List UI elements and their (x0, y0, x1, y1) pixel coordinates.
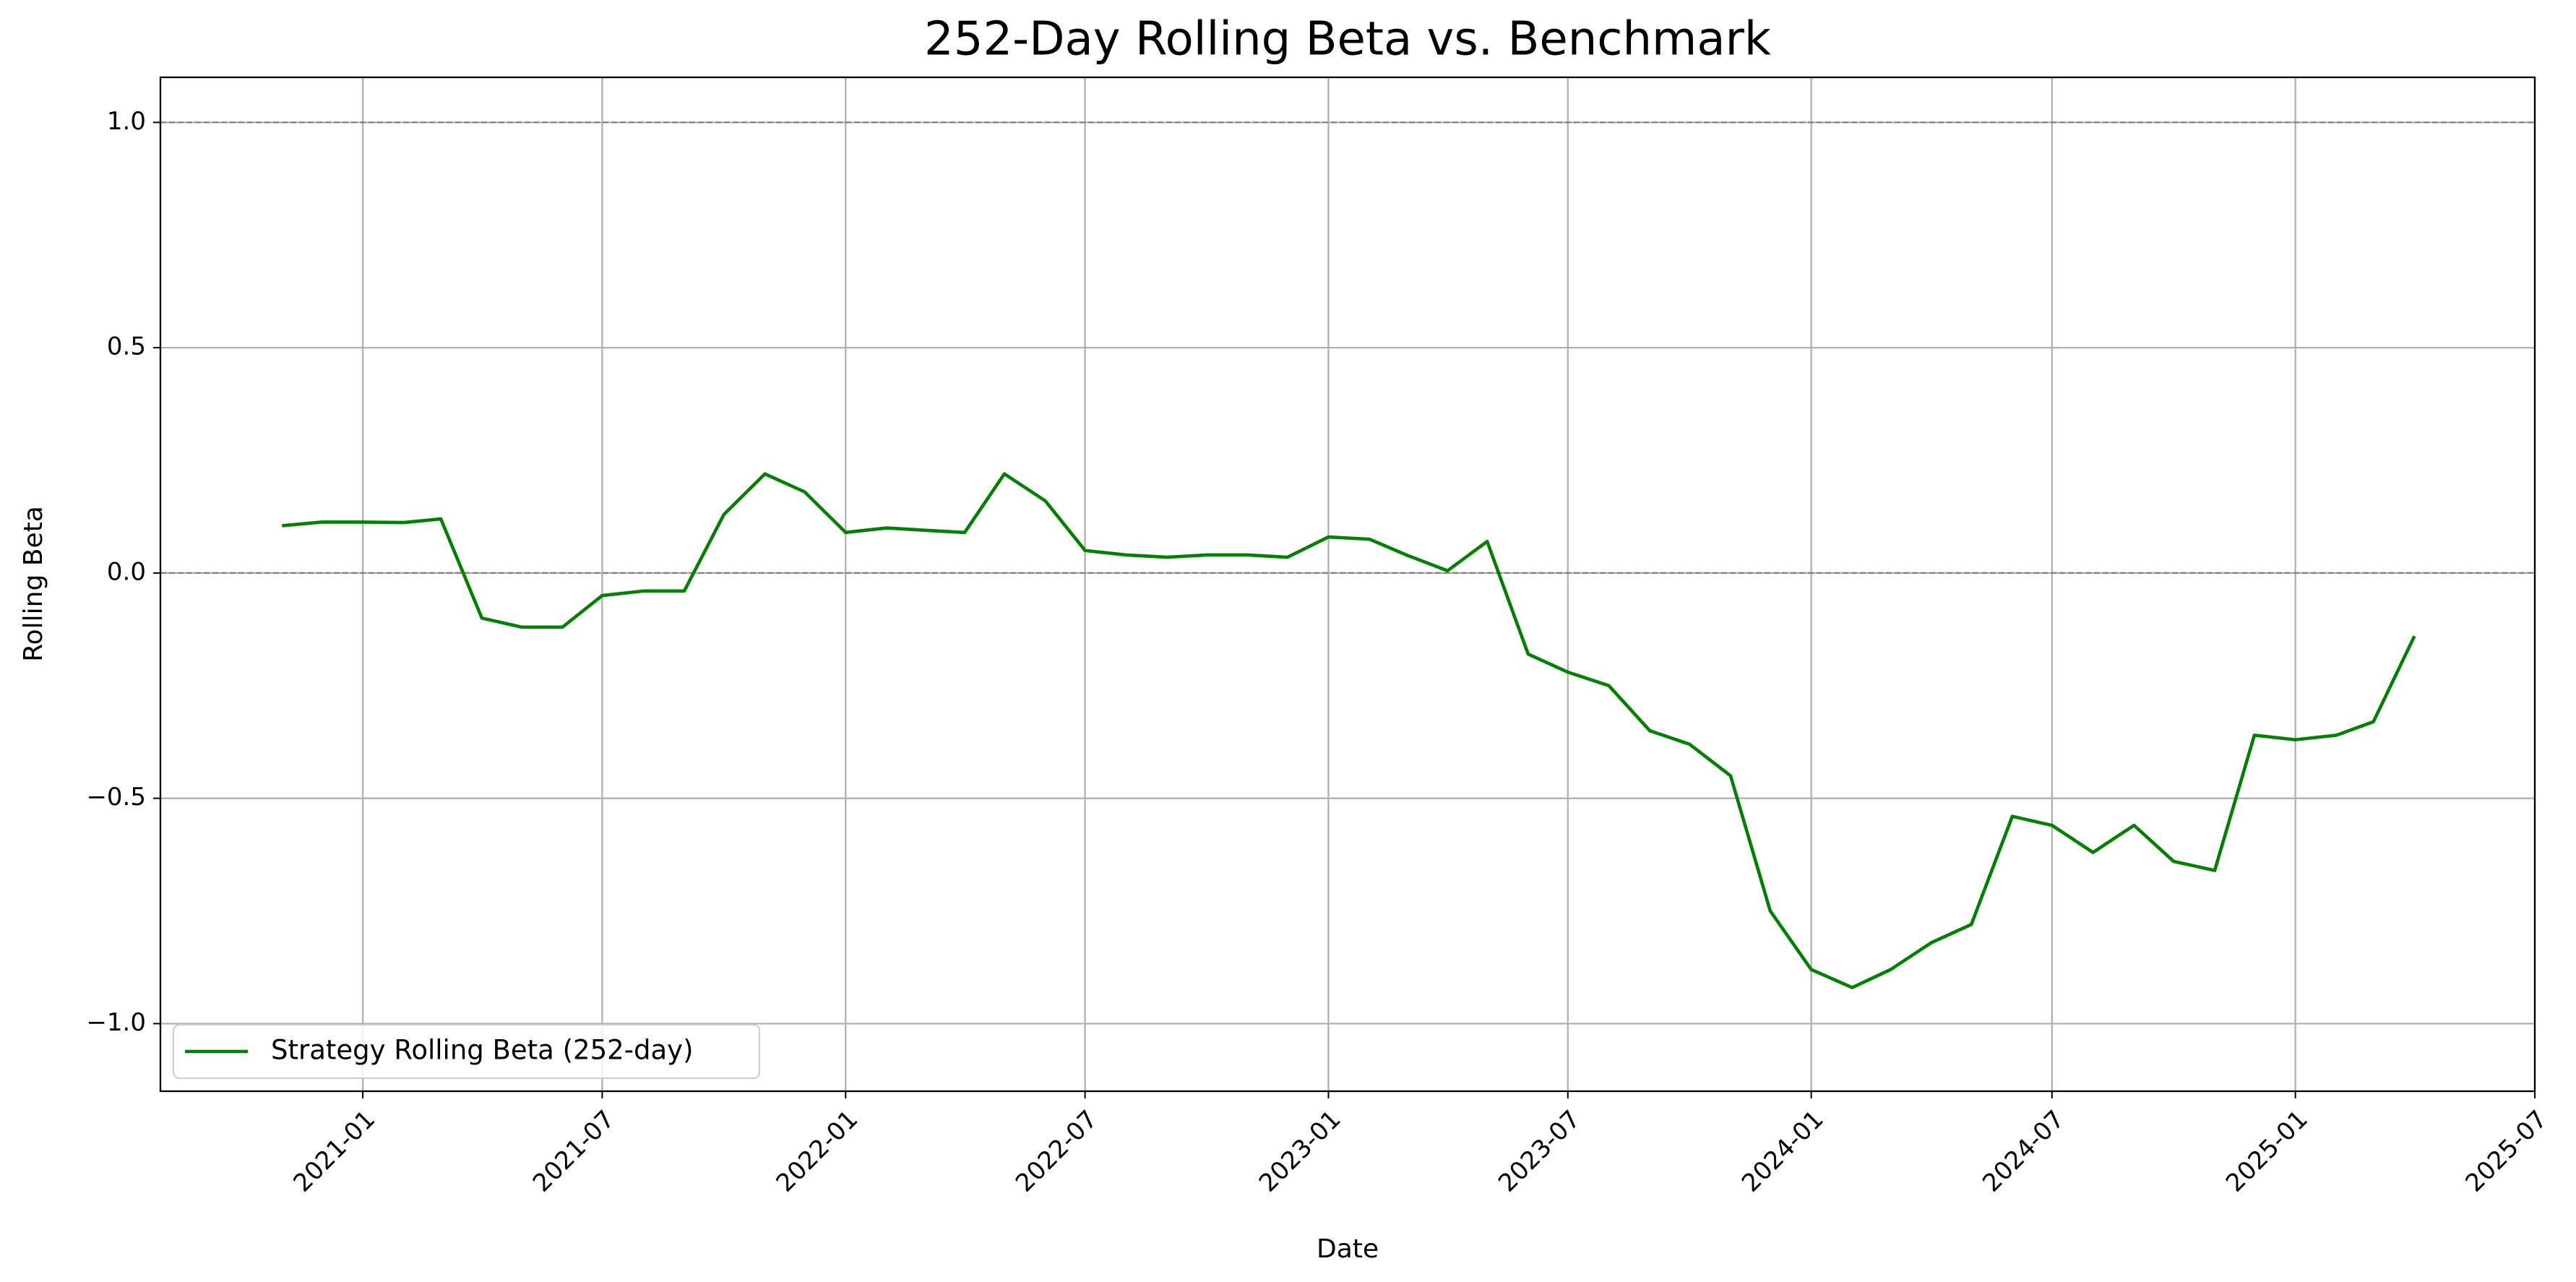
data-line (282, 472, 2416, 989)
x-tick-label: 2025-01 (2220, 1105, 2314, 1198)
y-tick-label: −1.0 (86, 1008, 146, 1037)
x-tick-label: 2023-07 (1493, 1105, 1586, 1198)
x-tick-label: 2021-07 (527, 1105, 621, 1198)
y-axis-label: Rolling Beta (19, 506, 48, 662)
y-tick-label: −0.5 (86, 783, 146, 812)
x-tick-label: 2024-01 (1736, 1105, 1830, 1198)
x-tick-label: 2022-01 (771, 1105, 864, 1198)
x-tick-label: 2025-07 (2460, 1105, 2553, 1198)
legend-box (173, 1024, 760, 1079)
x-tick-label: 2024-07 (1977, 1105, 2070, 1198)
y-tick-label: 0.0 (107, 557, 146, 586)
chart-title: 252-Day Rolling Beta vs. Benchmark (924, 13, 1771, 66)
y-tick-label: 0.5 (107, 332, 146, 361)
x-tick-label: 2023-01 (1254, 1105, 1347, 1198)
legend-label: Strategy Rolling Beta (252-day) (271, 1035, 694, 1066)
axes-frame (159, 76, 2536, 1093)
x-tick-label: 2022-07 (1010, 1105, 1103, 1198)
y-tick-label: 1.0 (107, 107, 146, 136)
x-axis-label: Date (1317, 1234, 1379, 1264)
x-tick-label: 2021-01 (288, 1105, 381, 1198)
